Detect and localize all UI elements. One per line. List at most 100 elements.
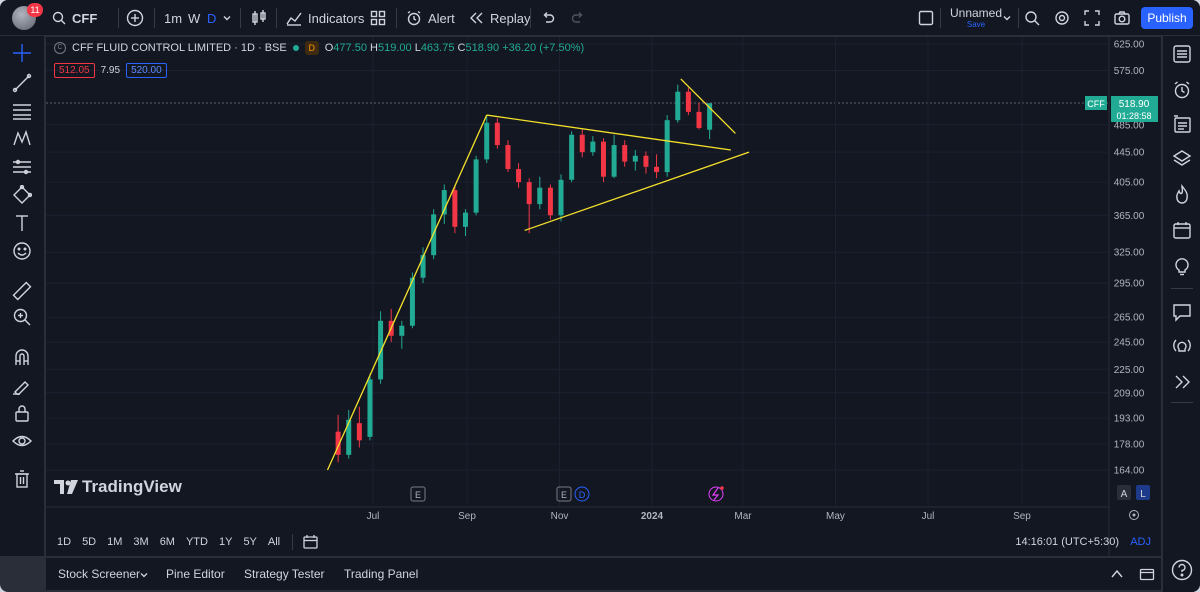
projection-tool[interactable] (10, 155, 34, 179)
divider (154, 8, 155, 28)
trade-prices: 512.05 7.95 520.00 (54, 63, 167, 78)
price-tick: 225.00 (1114, 365, 1145, 376)
range-5y[interactable]: 5Y (243, 536, 257, 548)
divider (396, 8, 397, 28)
interval-1m[interactable]: 1m (164, 10, 183, 26)
streams-button[interactable] (1170, 334, 1194, 358)
interval-d[interactable]: D (207, 10, 217, 26)
ruler-tool[interactable] (10, 279, 34, 303)
chevron-up-icon[interactable] (1110, 568, 1124, 580)
range-6m[interactable]: 6M (159, 536, 175, 548)
undo-button[interactable] (541, 0, 555, 36)
tab-pine-editor[interactable]: Pine Editor (166, 567, 225, 581)
emoji-tool[interactable] (10, 239, 34, 263)
trend-line-tool[interactable] (10, 71, 34, 95)
top-toolbar: 11 CFF 1m W D Indicators Alert (0, 0, 1200, 36)
gear-icon[interactable] (1129, 510, 1139, 520)
interval-dropdown[interactable] (222, 0, 232, 36)
redo-button[interactable] (571, 0, 585, 36)
legend-title[interactable]: CFF FLUID CONTROL LIMITED · 1D · BSE (72, 42, 287, 54)
buy-button[interactable]: 520.00 (126, 63, 167, 78)
indicators-button[interactable]: Indicators (286, 0, 364, 36)
chart-type-button[interactable] (250, 0, 268, 36)
dividend-marker[interactable] (574, 486, 590, 502)
help-button[interactable] (1170, 558, 1194, 582)
range-ytd[interactable]: YTD (185, 536, 208, 548)
ideas-button[interactable] (1170, 254, 1194, 278)
compare-button[interactable] (126, 0, 144, 36)
tradingview-watermark[interactable]: TradingView (54, 477, 182, 497)
chart-pane[interactable]: 625.00 575.00 485.00 445.00 405.00 365.00 325.… (46, 37, 1161, 556)
close-value: 518.90 (465, 42, 500, 54)
time-axis[interactable]: Jul Sep Nov 2024 Mar May Jul Sep (367, 511, 1032, 522)
replay-button[interactable]: Replay (468, 0, 530, 36)
range-all[interactable]: All (267, 536, 281, 548)
lock-tool[interactable] (10, 401, 34, 425)
divider (240, 8, 241, 28)
fullscreen-button[interactable] (1084, 0, 1100, 36)
price-tick: 193.00 (1114, 414, 1145, 425)
zoom-tool[interactable] (10, 305, 34, 329)
hide-tool[interactable] (10, 429, 34, 453)
snapshot-button[interactable] (1114, 0, 1130, 36)
price-chart[interactable]: 625.00 575.00 485.00 445.00 405.00 365.00 325.… (46, 37, 1161, 556)
hotlist-button[interactable] (1170, 182, 1194, 206)
crosshair-tool[interactable] (10, 41, 34, 65)
range-1y[interactable]: 1Y (218, 536, 233, 548)
fib-tool[interactable] (10, 99, 34, 123)
open-value: 477.50 (333, 42, 367, 54)
log-scale-button[interactable] (1136, 485, 1150, 500)
watchlist-button[interactable] (1170, 42, 1194, 66)
adjustment-toggle[interactable]: ADJ (1130, 536, 1151, 548)
dividend-marker-label: D (579, 490, 586, 500)
layout-toggle[interactable] (918, 0, 934, 36)
chevron-down-icon[interactable] (139, 570, 149, 580)
alerts-button[interactable] (1170, 78, 1194, 102)
trend-line[interactable] (680, 78, 736, 134)
goto-date-button[interactable] (303, 534, 319, 550)
brush-tool[interactable] (10, 183, 34, 207)
chats-button[interactable] (1170, 300, 1194, 324)
lightbulb-icon (1175, 258, 1189, 276)
alert-button[interactable]: Alert (406, 0, 455, 36)
trendlines[interactable] (326, 78, 750, 471)
remove-tool[interactable] (10, 467, 34, 491)
projection-icon (13, 159, 31, 175)
magnet-tool[interactable] (10, 345, 34, 369)
trend-line[interactable] (524, 151, 750, 232)
lock-drawings-tool[interactable] (10, 373, 34, 397)
layers-button[interactable] (1170, 146, 1194, 170)
trend-line[interactable] (326, 114, 488, 471)
layout-name-button[interactable]: Unnamed Save (946, 6, 1006, 29)
earnings-marker[interactable] (410, 486, 426, 502)
range-3m[interactable]: 3M (133, 536, 149, 548)
tab-trading-panel[interactable]: Trading Panel (344, 567, 419, 581)
tab-stock-screener[interactable]: Stock Screener (58, 567, 141, 581)
layout-menu[interactable] (1002, 0, 1012, 36)
range-1d[interactable]: 1D (57, 536, 72, 548)
flash-marker[interactable] (708, 486, 724, 502)
sell-button[interactable]: 512.05 (54, 63, 95, 78)
timezone-clock[interactable]: 14:16:01 (UTC+5:30) (1015, 536, 1119, 548)
range-5d[interactable]: 5D (82, 536, 97, 548)
replay-panel-button[interactable] (1170, 370, 1194, 394)
range-1m[interactable]: 1M (107, 536, 123, 548)
candle-body (643, 155, 649, 167)
data-window-button[interactable] (1170, 112, 1194, 136)
auto-scale-button[interactable] (1117, 485, 1131, 500)
trend-line[interactable] (486, 114, 731, 151)
price-axis[interactable]: 625.00 575.00 485.00 445.00 405.00 365.00 325.… (1114, 40, 1145, 477)
symbol-search-button[interactable]: CFF (52, 0, 97, 36)
calendar-button[interactable] (1170, 218, 1194, 242)
templates-button[interactable] (370, 0, 386, 36)
text-tool[interactable] (10, 211, 34, 235)
tab-strategy-tester[interactable]: Strategy Tester (244, 567, 325, 581)
earnings-marker[interactable] (556, 486, 572, 502)
quick-search-button[interactable] (1024, 0, 1040, 36)
interval-w[interactable]: W (188, 10, 201, 26)
maximize-panel-icon[interactable] (1139, 566, 1155, 582)
publish-button[interactable]: Publish (1141, 7, 1193, 29)
pattern-tool[interactable] (10, 127, 34, 151)
emoji-icon (13, 242, 31, 260)
settings-button[interactable] (1054, 0, 1070, 36)
